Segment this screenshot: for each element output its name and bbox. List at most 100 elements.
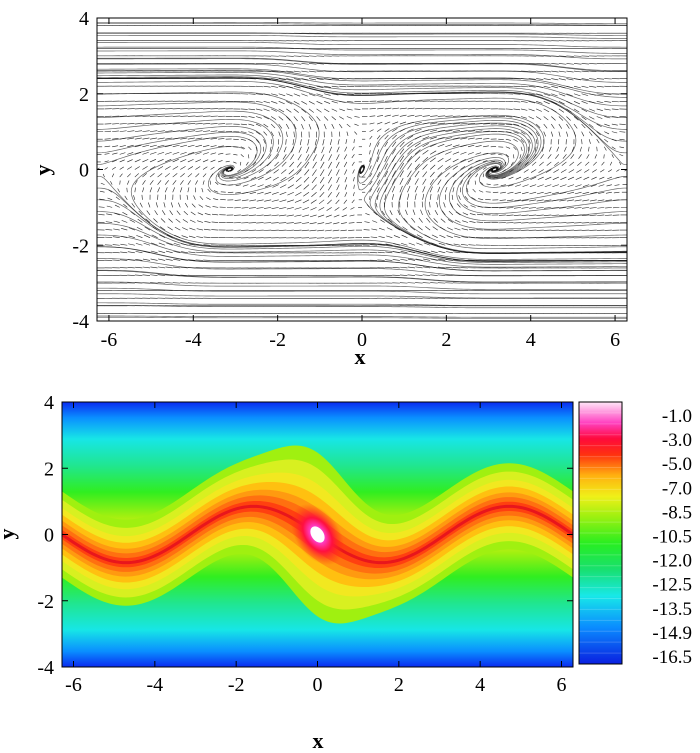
vector-arrow [319, 184, 325, 191]
streamline [97, 35, 627, 39]
vector-arrow [165, 266, 173, 269]
vector-arrow [536, 70, 544, 73]
vector-arrow [172, 187, 176, 193]
vector-arrow [271, 108, 277, 112]
vector-arrow [604, 116, 611, 119]
vector-arrow [430, 274, 438, 276]
vector-arrow [422, 143, 429, 148]
vector-arrow [505, 116, 513, 118]
vector-arrow [574, 222, 582, 224]
vector-arrow [520, 108, 528, 111]
vector-arrow [522, 184, 529, 187]
vector-arrow [255, 101, 263, 103]
vector-arrow [157, 151, 165, 155]
vector-arrow [537, 184, 544, 188]
vector-arrow [519, 154, 522, 159]
vector-arrow [239, 161, 242, 166]
vector-arrow [233, 154, 238, 156]
streamline [626, 152, 627, 154]
colorbar-tick-label: -8.5 [662, 502, 692, 523]
vector-arrow [151, 234, 158, 238]
vector-arrow [197, 212, 204, 216]
vector-arrow [581, 214, 590, 216]
vector-arrow [149, 180, 154, 185]
vector-arrow [173, 250, 181, 254]
vector-arrow [604, 131, 610, 135]
vector-arrow [165, 258, 173, 261]
vector-arrow [443, 202, 446, 208]
vector-arrow [536, 207, 544, 209]
vector-arrow [566, 207, 575, 209]
vector-arrow [578, 154, 582, 159]
vector-arrow [255, 131, 261, 135]
vector-arrow [463, 204, 469, 208]
vector-arrow [102, 173, 105, 178]
streamline [626, 234, 627, 236]
vector-arrow [604, 101, 612, 103]
vector-arrow [453, 251, 461, 254]
vector-arrow [604, 85, 612, 88]
vector-arrow [316, 237, 325, 239]
vector-arrow [543, 85, 551, 89]
vector-arrow [378, 236, 385, 238]
x-tick-label: 2 [394, 674, 404, 696]
vector-arrow [392, 170, 396, 178]
vector-arrow [581, 139, 583, 145]
vector-arrow [164, 173, 170, 178]
vector-arrow [437, 158, 444, 163]
vector-arrow [157, 187, 160, 193]
vector-arrow [142, 258, 151, 261]
vector-arrow [566, 116, 571, 121]
vector-arrow [276, 146, 279, 153]
vector-arrow [142, 187, 145, 193]
vector-arrow [235, 191, 241, 194]
vector-arrow [210, 152, 217, 155]
vector-arrow [535, 123, 541, 128]
vector-arrow [460, 244, 469, 246]
vector-arrow [303, 176, 310, 183]
vector-arrow [331, 78, 339, 80]
vector-arrow [407, 185, 411, 193]
vector-arrow [119, 180, 121, 185]
vector-arrow [335, 161, 340, 168]
vector-arrow [392, 178, 396, 185]
vector-arrow [157, 144, 165, 148]
vector-arrow [596, 108, 603, 111]
vector-arrow [187, 130, 196, 132]
vector-arrow [172, 151, 180, 155]
vector-arrow [460, 158, 466, 163]
vector-arrow [445, 137, 453, 140]
vector-arrow [354, 131, 358, 135]
vector-arrow [569, 161, 575, 166]
vector-arrow [438, 250, 446, 254]
vector-arrow [199, 196, 204, 201]
vector-arrow [603, 154, 605, 159]
streamline [626, 246, 627, 247]
vector-arrow [400, 242, 408, 246]
vector-arrow [369, 142, 372, 147]
vector-arrow [279, 184, 287, 188]
vector-arrow [418, 217, 423, 223]
vector-arrow [475, 145, 482, 148]
vector-arrow [558, 55, 567, 57]
y-tick-label: -2 [37, 591, 54, 613]
vector-arrow [543, 123, 548, 129]
vector-arrow [280, 176, 287, 181]
vector-arrow [134, 187, 136, 193]
vector-arrow [384, 114, 391, 117]
vector-arrow [134, 123, 143, 125]
vector-arrow [582, 191, 590, 195]
vector-arrow [529, 199, 537, 202]
vector-arrow [385, 259, 393, 261]
vector-arrow [180, 274, 188, 276]
vector-arrow [328, 154, 332, 161]
vector-arrow [422, 107, 431, 110]
vector-arrow [141, 194, 143, 200]
vector-arrow [472, 188, 476, 193]
vector-arrow [124, 195, 128, 200]
vector-arrow [145, 218, 151, 223]
vector-arrow [301, 93, 308, 97]
vector-arrow [559, 191, 567, 195]
vector-arrow [172, 123, 181, 125]
vector-arrow [464, 196, 469, 200]
